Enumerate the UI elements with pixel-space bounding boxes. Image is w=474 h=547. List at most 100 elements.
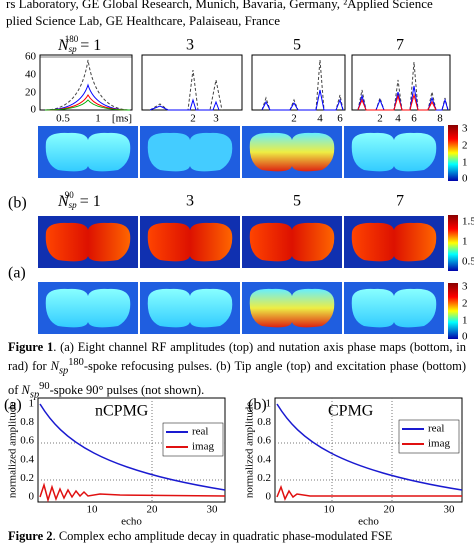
panel-label: Nsp90 = 1 [57,190,101,210]
x-tick-label: 4 [395,113,401,125]
legend [162,422,224,457]
colorbar-label: 0 [462,173,468,185]
trace [44,59,131,111]
axis-box [274,397,463,503]
symbol-sub: sp [29,389,40,401]
caption-text: . Complex echo amplitude decay in quadra… [52,529,393,543]
symbol: N [50,359,59,374]
trace [357,93,437,111]
symbol-sup: 180 [68,357,84,368]
panel-label: 5 [293,193,301,210]
panel-label: Nsp180 = 1 [57,34,101,54]
colorbar-label: 1.5 [462,216,474,228]
symbol-sup: 90 [39,380,50,392]
colorbar-label: 0.5 [462,256,474,268]
trace [261,89,344,111]
trace [261,59,344,111]
y-tick-label: 0 [31,104,37,116]
colorbar-label: 3 [462,281,468,293]
y-tick-label: 0 [266,491,272,503]
curve [39,482,226,503]
colorbar-label: 1 [462,157,468,169]
y-tick-label: 0.6 [20,435,34,447]
x-tick-label: 2 [377,113,383,125]
y-tick-label: 40 [25,69,37,81]
symbol: N [21,382,30,397]
y-tick-label: 0.8 [257,416,271,428]
x-tick-label: 2 [291,113,297,125]
trace [44,83,131,111]
y-tick-label: 1 [29,398,35,410]
x-tick-label: [ms] [112,113,132,125]
curve [276,484,462,501]
x-tick-label: 6 [337,113,343,125]
colorbar [448,215,458,271]
caption-label: Figure 1 [8,340,54,354]
caption-text: . (a) Eight channel RF amplitudes (top) … [8,340,466,374]
y-tick-label: 0.4 [20,453,34,465]
caption-label: Figure 2 [8,529,53,543]
x-tick-label: 3 [213,113,219,125]
x-tick-label: 10 [324,504,336,516]
panel-tag: (a) [4,397,22,414]
colorbar-label: 0 [462,331,468,343]
x-axis-label: echo [358,516,379,528]
y-axis-label: normalized amplitude [244,402,256,498]
colorbar-label: 2 [462,298,468,310]
echo-plot-a [37,397,226,503]
maps-row-2 [38,215,458,271]
x-tick-label: 30 [207,504,219,516]
panel-label: 7 [396,193,404,210]
trace [149,98,220,111]
x-tick-label: 30 [444,504,456,516]
axis-box [141,54,243,111]
x-tick-label: 20 [147,504,159,516]
header-line: rs Laboratory, GE Global Research, Munic… [6,0,433,11]
panel-label: 7 [396,37,404,54]
colorbar [448,125,458,181]
colorbar [448,283,458,339]
y-axis-label: normalized amplitude [7,402,19,498]
header-line: plied Science Lab, GE Healthcare, Palais… [6,13,280,28]
plot-title: CPMG [328,403,374,420]
symbol-sub: sp [58,365,69,377]
colorbar-label: 1 [462,315,468,327]
rf-plots [39,54,451,111]
legend-label: imag [192,441,214,453]
panel-label: 3 [186,193,194,210]
legend-label: real [428,423,444,435]
y-tick-label: 0.8 [20,416,34,428]
y-tick-label: 60 [25,51,37,63]
x-tick-label: 4 [317,113,323,125]
maps-row-3 [38,282,458,339]
x-tick-label: 8 [437,113,443,125]
maps-row-1 [38,125,458,181]
caption: Figure 2. Complex echo amplitude decay i… [8,529,466,544]
y-tick-label: 0.2 [20,472,34,484]
caption-text: -spoke 90° pulses (not shown). [49,382,205,397]
colorbar-label: 2 [462,140,468,152]
y-tick-label: 20 [25,87,37,99]
x-tick-label: 6 [411,113,417,125]
trace [149,69,223,111]
panel-label: 5 [293,37,301,54]
y-tick-label: 0.4 [257,453,271,465]
y-tick-label: 1 [266,398,272,410]
legend-label: real [192,426,208,438]
caption-text: -spoke refocusing pulses. (b) Tip angle … [8,359,466,397]
plot-title: nCPMG [95,403,149,420]
panel-tag: (b) [248,397,267,414]
y-tick-label: 0.6 [257,435,271,447]
x-tick-label: 2 [190,113,196,125]
trace [357,61,449,111]
legend-label: imag [428,438,450,450]
panel-label: 3 [186,37,194,54]
echo-plot-b [274,397,463,503]
y-tick-label: 0 [29,491,35,503]
x-tick-label: 10 [87,504,99,516]
x-tick-label: 1 [95,113,101,125]
x-tick-label: 20 [384,504,396,516]
